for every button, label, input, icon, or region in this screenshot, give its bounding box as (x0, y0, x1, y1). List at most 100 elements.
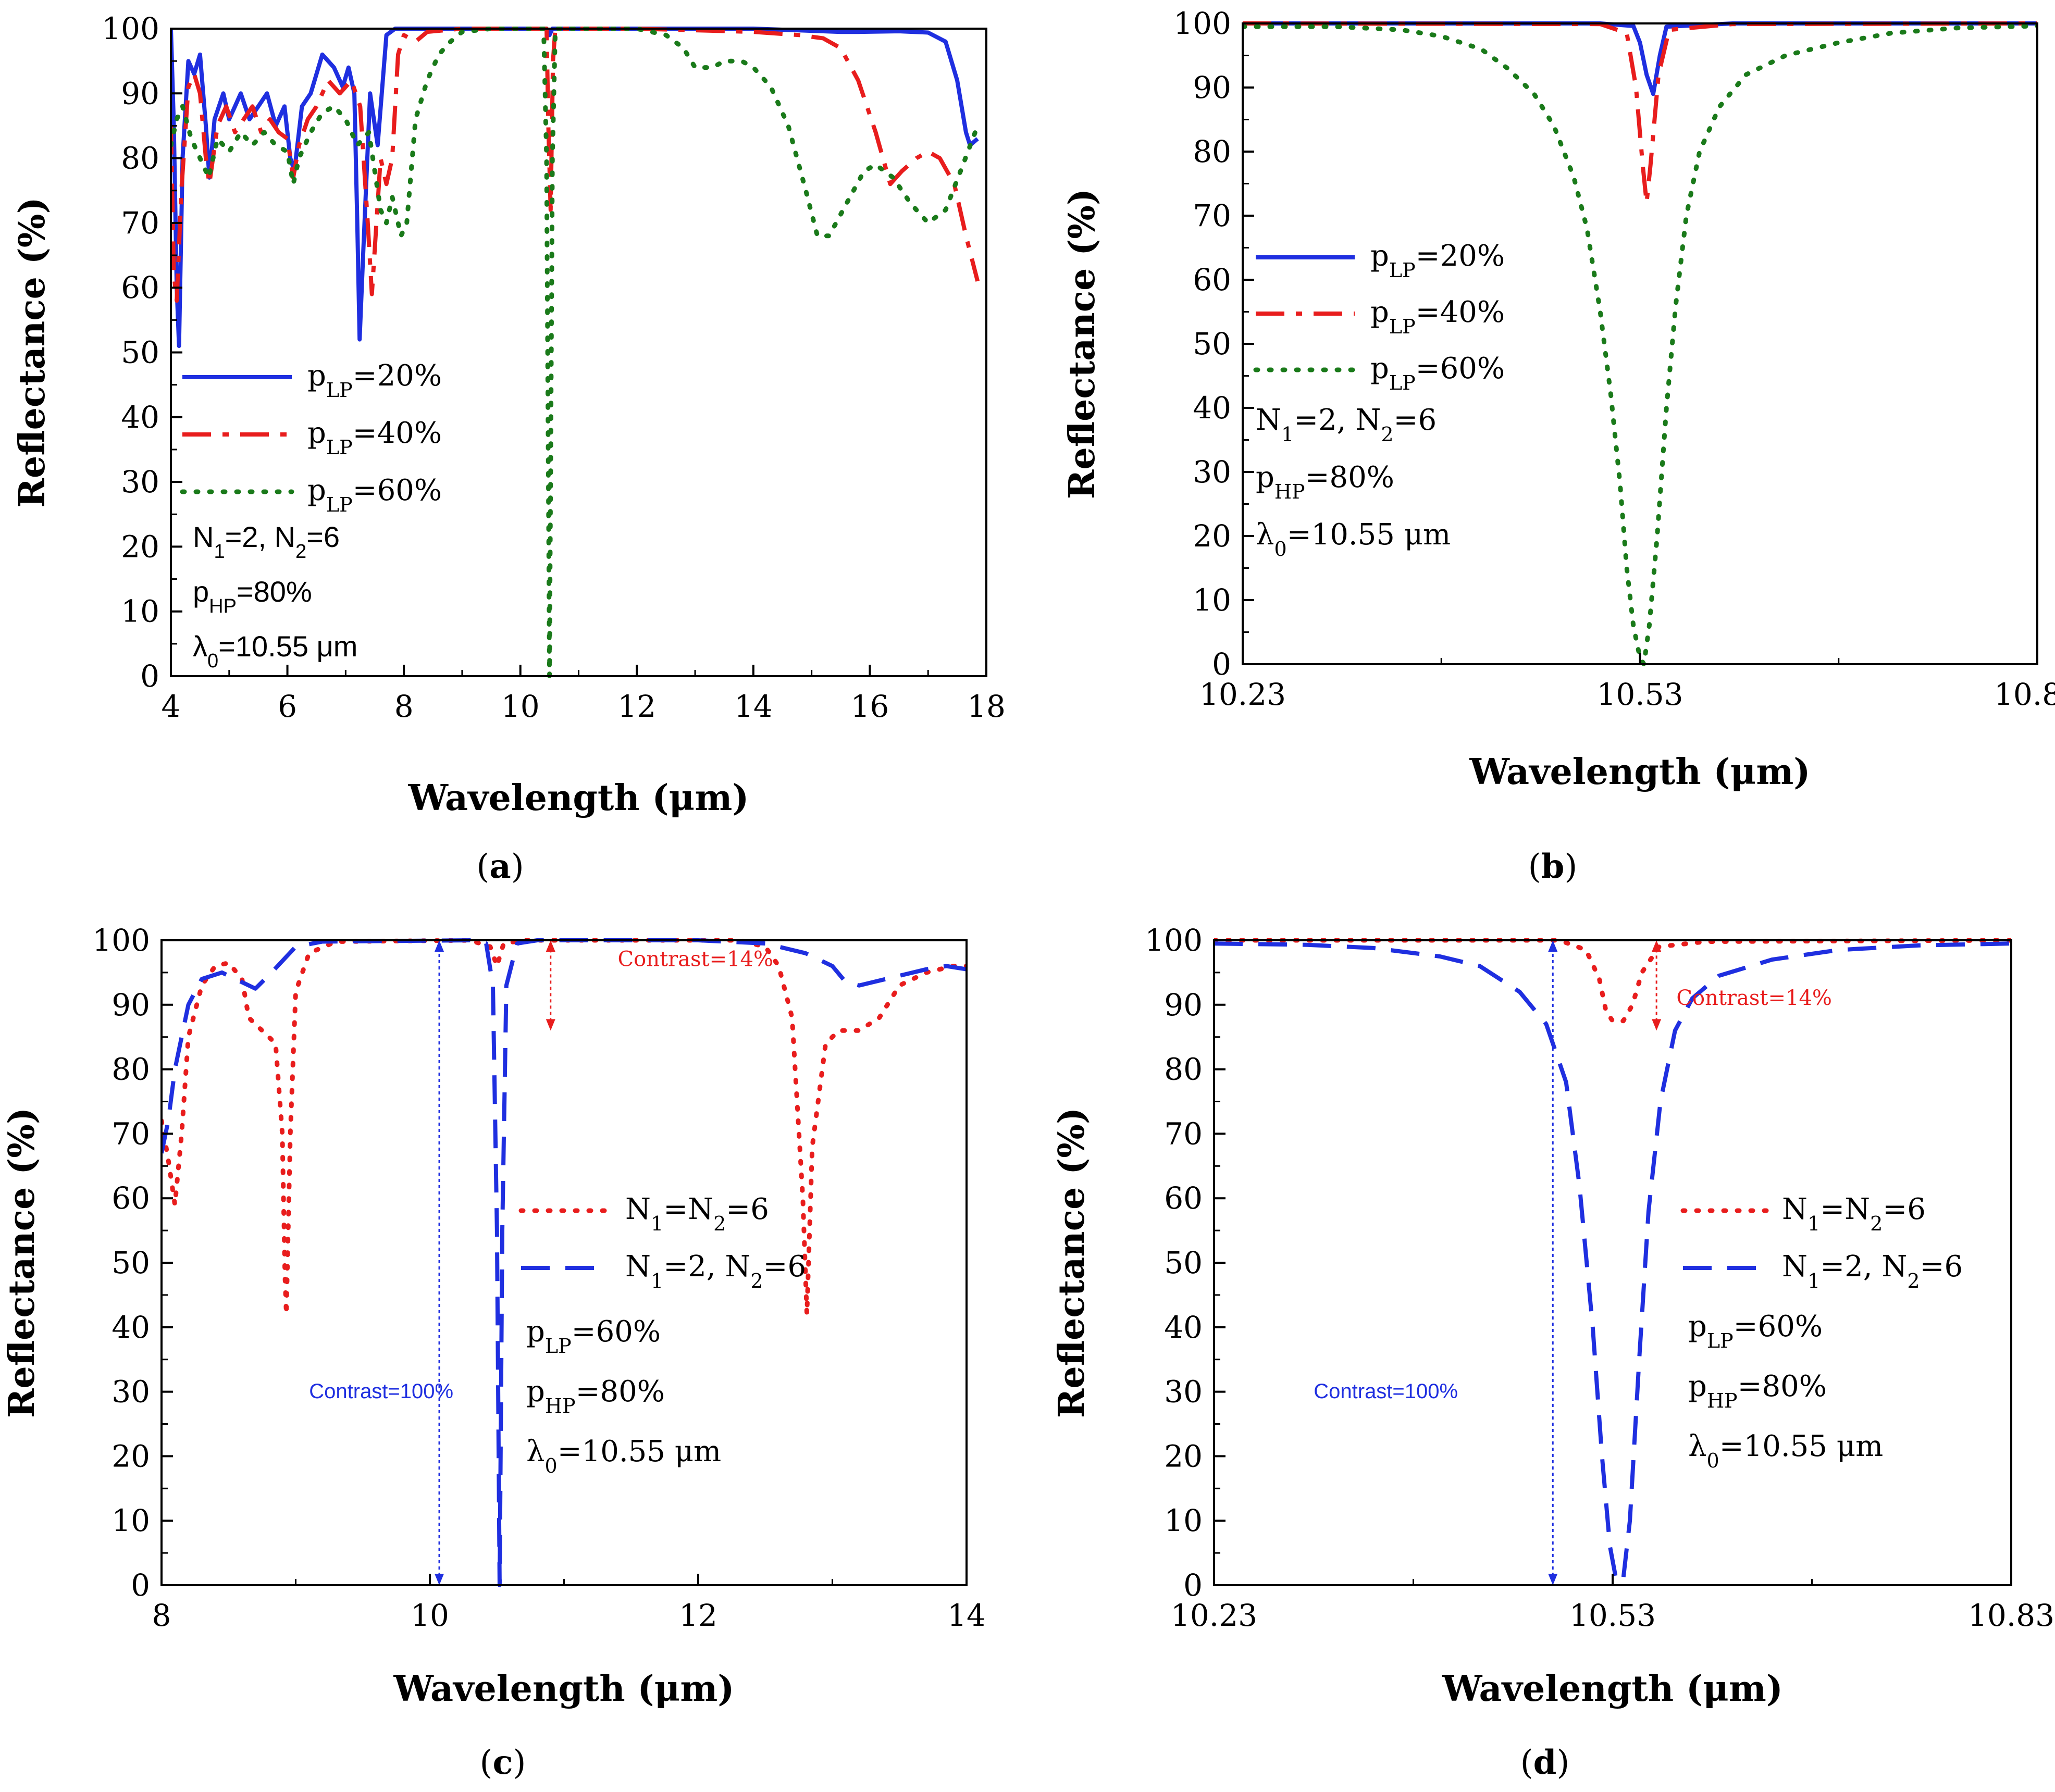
y-tick-label: 20 (112, 1438, 150, 1474)
y-tick-label: 20 (121, 529, 159, 564)
chart-panel-a: 0 10 20 30 40 50 60 70 80 90 100 4 6 8 10 12 14 16 18 Wavel… (11, 11, 1006, 886)
y-tick-label: 0 (1183, 1567, 1203, 1603)
contrast-label-2: Contrast=14% (618, 948, 774, 972)
y-tick-label: 40 (121, 400, 159, 435)
series-line-2 (1214, 941, 2011, 1584)
series-line-1 (1214, 938, 2011, 1024)
x-tick-label: 8 (394, 689, 414, 724)
x-tick-label: 10.83 (1994, 677, 2055, 712)
annotation-1: pLP=60% (1688, 1310, 1823, 1352)
chart-panel-d: Contrast=100% Contrast=14% 0 10 20 30 40 50 60 70… (1051, 923, 2054, 1782)
x-tick-label: 12 (617, 689, 656, 724)
x-axis-label: Wavelength (μm) (393, 1668, 735, 1710)
contrast-arrow-down-1 (435, 1574, 444, 1585)
y-tick-label: 90 (112, 987, 150, 1023)
x-tick-label: 4 (162, 689, 181, 724)
x-tick-label: 18 (967, 689, 1006, 724)
y-tick-label: 100 (1145, 923, 1203, 958)
legend-label-3: pLP=60% (307, 474, 442, 516)
annotation-1: N1=2, N2=6 (1256, 403, 1437, 446)
legend-label-2: pLP=40% (1370, 295, 1505, 338)
contrast-arrow-down-2 (546, 1019, 555, 1031)
y-tick-label: 20 (1164, 1438, 1203, 1474)
annotation-2: pHP=80% (1256, 461, 1394, 503)
contrast-arrow-up-2 (1652, 940, 1662, 952)
y-tick-label: 60 (1164, 1180, 1203, 1216)
contrast-arrow-up-1 (1548, 940, 1558, 952)
y-tick-label: 10 (121, 594, 159, 629)
y-tick-label: 80 (121, 141, 159, 176)
x-axis-label: Wavelength (μm) (408, 777, 749, 819)
series-line-3 (171, 27, 980, 678)
y-tick-label: 80 (1193, 134, 1231, 169)
y-tick-label: 30 (112, 1374, 150, 1410)
y-tick-label: 80 (112, 1052, 150, 1087)
series-line-2 (1243, 21, 2037, 205)
y-tick-label: 10 (112, 1503, 150, 1538)
x-tick-label: 16 (851, 689, 889, 724)
chart-panel-b: 0 10 20 30 40 50 60 70 80 90 100 10.23 10.53 10.83 Wav… (1061, 6, 2055, 886)
y-tick-label: 90 (1193, 70, 1231, 105)
panel-caption: (a) (476, 847, 524, 886)
y-tick-label: 60 (1193, 262, 1231, 297)
x-tick-label: 12 (679, 1598, 717, 1633)
legend-label-2: N1=2, N2=6 (625, 1250, 806, 1292)
x-tick-label: 10.53 (1569, 1598, 1656, 1633)
series-line-2 (162, 938, 967, 1587)
contrast-arrow-up-2 (546, 940, 555, 952)
y-tick-label: 0 (140, 658, 159, 694)
y-tick-label: 100 (102, 11, 159, 46)
x-tick-label: 10.53 (1596, 677, 1683, 712)
annotation-3: λ0=10.55 μm (193, 630, 357, 672)
y-tick-label: 0 (1212, 646, 1231, 682)
y-tick-label: 70 (112, 1116, 150, 1151)
contrast-arrow-up-1 (435, 940, 444, 952)
series-line-1 (1243, 21, 2037, 96)
x-tick-label: 10 (411, 1598, 449, 1633)
panel-caption: (d) (1520, 1743, 1570, 1782)
x-tick-label: 8 (152, 1598, 171, 1633)
y-tick-label: 100 (92, 923, 150, 958)
y-tick-label: 50 (1164, 1245, 1203, 1280)
annotation-1: pLP=60% (526, 1315, 661, 1358)
y-tick-label: 90 (121, 76, 159, 111)
annotation-2: pHP=80% (193, 575, 312, 617)
y-tick-label: 50 (112, 1245, 150, 1280)
annotation-3: λ0=10.55 μm (1688, 1429, 1883, 1472)
y-axis-label: Reflectance (%) (1, 1107, 43, 1418)
legend-label-3: pLP=60% (1370, 352, 1505, 394)
y-tick-label: 70 (1164, 1116, 1203, 1151)
y-axis-label: Reflectance (%) (1051, 1107, 1093, 1418)
y-tick-label: 0 (131, 1567, 150, 1603)
legend-label-1: pLP=20% (1370, 239, 1505, 282)
y-tick-label: 50 (121, 335, 159, 370)
annotation-2: pHP=80% (1688, 1370, 1827, 1412)
x-tick-label: 6 (278, 689, 297, 724)
y-axis-label: Reflectance (%) (1061, 189, 1103, 499)
y-tick-label: 90 (1164, 987, 1203, 1023)
x-axis-label: Wavelength (μm) (1469, 751, 1811, 793)
legend-label-2: pLP=40% (307, 416, 442, 459)
x-tick-label: 10.23 (1171, 1598, 1257, 1633)
y-tick-label: 100 (1173, 6, 1231, 41)
series-line-1 (171, 27, 979, 349)
y-tick-label: 20 (1193, 518, 1231, 554)
x-axis-label: Wavelength (μm) (1442, 1668, 1783, 1710)
chart-panel-c: Contrast=100% Contrast=14% 0 10 20 30 40 50 60 70… (1, 923, 986, 1782)
series-line-1 (162, 938, 967, 1317)
y-tick-label: 60 (121, 270, 159, 305)
y-tick-label: 40 (112, 1310, 150, 1345)
y-tick-label: 10 (1193, 582, 1231, 618)
y-tick-label: 60 (112, 1180, 150, 1216)
y-tick-label: 30 (121, 464, 159, 500)
x-tick-label: 10 (501, 689, 540, 724)
y-tick-label: 30 (1193, 454, 1231, 490)
y-tick-label: 70 (121, 205, 159, 241)
contrast-arrow-down-2 (1652, 1019, 1662, 1031)
panel-caption: (b) (1528, 847, 1578, 886)
y-tick-label: 30 (1164, 1374, 1203, 1410)
x-tick-label: 10.83 (1968, 1598, 2054, 1633)
series-line-2 (171, 27, 980, 303)
annotation-1: N1=2, N2=6 (193, 520, 340, 563)
annotation-3: λ0=10.55 μm (526, 1435, 721, 1477)
